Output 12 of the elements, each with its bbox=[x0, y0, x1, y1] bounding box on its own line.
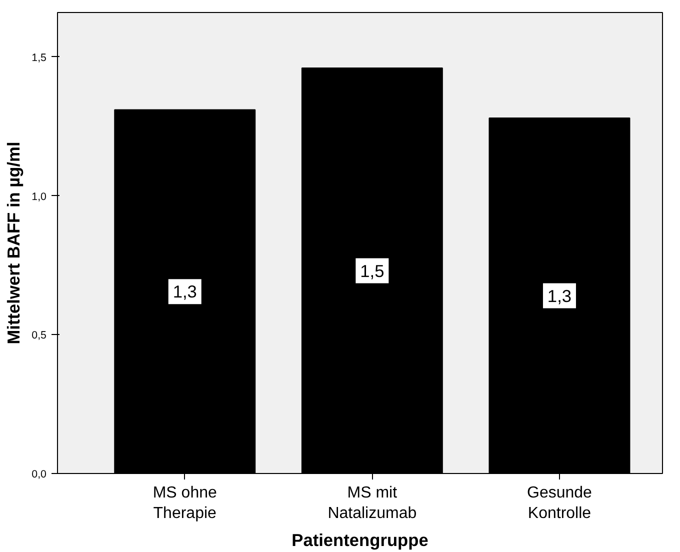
x-tick-label: MS mit Natalizumab bbox=[328, 484, 417, 522]
x-axis-title: Patientengruppe bbox=[292, 530, 429, 550]
data-label: 1,3 bbox=[547, 286, 572, 306]
data-label: 1,3 bbox=[172, 282, 197, 302]
y-axis-title: Mittelwert BAFF in µg/ml bbox=[4, 142, 24, 344]
x-tick-label: MS ohne Therapie bbox=[152, 484, 217, 522]
x-tick-label: Gesunde Kontrolle bbox=[527, 484, 592, 522]
y-tick-label: 0,0 bbox=[32, 468, 47, 480]
y-tick-label: 1,0 bbox=[32, 190, 47, 203]
y-tick-label: 1,5 bbox=[32, 52, 47, 64]
y-tick-label: 0,5 bbox=[32, 330, 47, 342]
data-label: 1,5 bbox=[360, 260, 384, 281]
